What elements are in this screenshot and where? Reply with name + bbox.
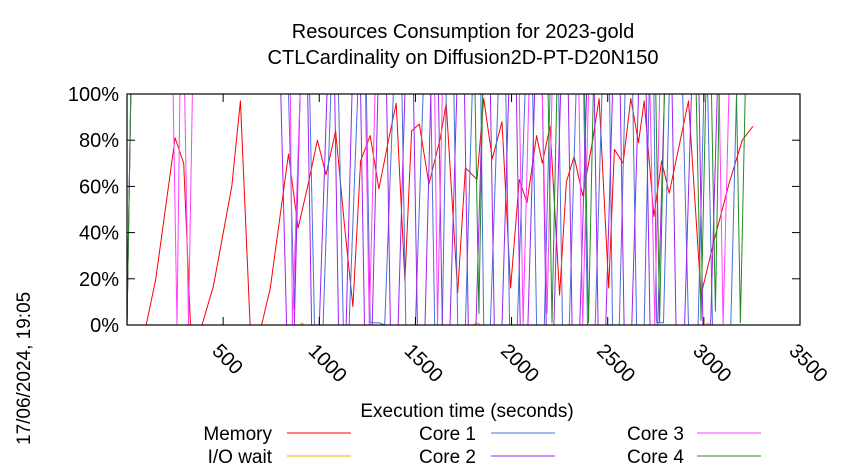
x-tick-label: 2500 xyxy=(592,340,639,387)
y-tick-label: 40% xyxy=(79,223,119,245)
timestamp: 17/06/2024, 19:05 xyxy=(14,292,35,445)
chart-title-line-1: Resources Consumption for 2023-gold xyxy=(292,21,634,43)
y-tick-label: 80% xyxy=(79,130,119,152)
y-tick-label: 20% xyxy=(79,269,119,291)
x-tick-label: 3000 xyxy=(688,340,735,387)
chart-title-line-2: CTLCardinality on Diffusion2D-PT-D20N150 xyxy=(268,47,659,69)
y-tick-label: 60% xyxy=(79,176,119,198)
y-tick-label: 100% xyxy=(68,84,119,106)
y-tick-label: 0% xyxy=(90,315,119,337)
x-tick-label: 500 xyxy=(208,340,247,379)
x-tick-label: 3500 xyxy=(784,340,831,387)
x-axis-label: Execution time (seconds) xyxy=(360,401,573,422)
y-axis: 0% 20% 40% 60% 80% 100% xyxy=(68,84,800,337)
legend-label-core-3: Core 3 xyxy=(627,424,684,445)
x-tick-label: 1500 xyxy=(400,340,447,387)
series-line-i-o-wait xyxy=(127,322,800,326)
legend-label-core-4: Core 4 xyxy=(627,447,684,468)
legend-label-i-o-wait: I/O wait xyxy=(208,447,273,468)
x-tick-label: 1000 xyxy=(304,340,351,387)
plot-frame xyxy=(126,93,801,326)
series-layer xyxy=(126,93,800,326)
legend-label-core-1: Core 1 xyxy=(419,424,476,445)
legend-label-memory: Memory xyxy=(203,424,272,445)
legend-label-core-2: Core 2 xyxy=(419,447,476,468)
x-tick-label: 2000 xyxy=(496,340,543,387)
